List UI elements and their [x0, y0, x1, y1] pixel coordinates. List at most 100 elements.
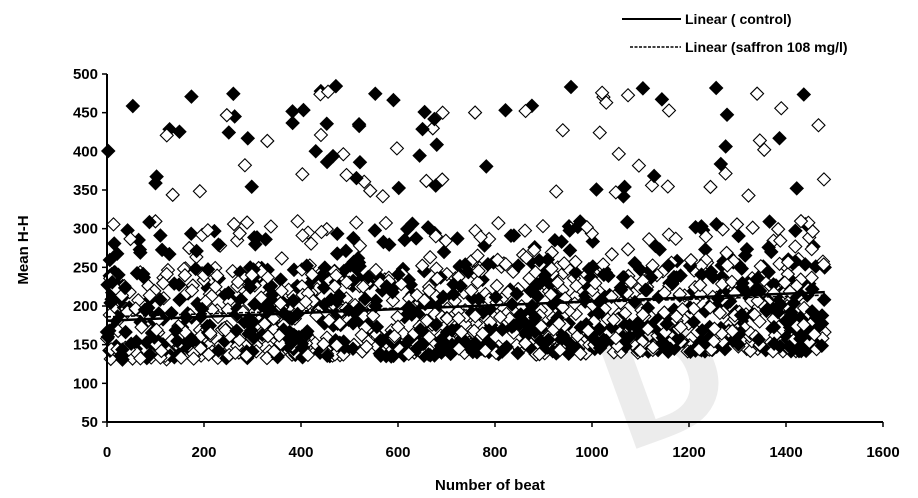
filled-diamond-point [397, 232, 412, 248]
filled-diamond-point [581, 261, 597, 277]
open-diamond-point [592, 125, 608, 140]
filled-diamond-point [686, 314, 701, 330]
filled-diamond-point [498, 102, 513, 118]
open-diamond-point [425, 121, 441, 136]
filled-diamond-point [171, 277, 187, 292]
open-diamond-point [354, 327, 370, 343]
trendline-control [106, 290, 825, 322]
open-diamond-point [633, 343, 648, 359]
open-diamond-point [387, 328, 402, 344]
open-diamond-point [336, 347, 351, 362]
open-diamond-point [209, 268, 225, 283]
open-diamond-point [743, 343, 758, 359]
open-diamond-point [555, 122, 571, 138]
open-diamond-point [304, 267, 320, 282]
filled-diamond-point [351, 118, 367, 134]
open-diamond-point [788, 239, 803, 254]
filled-diamond-point [666, 269, 682, 285]
filled-diamond-point [345, 316, 361, 331]
open-diamond-point [780, 254, 796, 270]
open-diamond-point [263, 219, 279, 234]
open-diamond-point [128, 301, 143, 316]
open-diamond-point [422, 249, 438, 265]
data-points [99, 78, 832, 367]
open-diamond-point [703, 179, 718, 195]
filled-diamond-point [562, 243, 578, 258]
open-diamond-point [569, 278, 584, 294]
open-diamond-point [106, 217, 121, 232]
filled-diamond-point [495, 322, 510, 337]
open-diamond-point [724, 274, 740, 290]
open-diamond-point [173, 350, 189, 365]
legend-label-control: Linear ( control) [685, 11, 792, 27]
open-diamond-point [154, 343, 169, 359]
filled-diamond-point [412, 148, 427, 163]
filled-diamond-point [613, 282, 629, 298]
filled-diamond-point [708, 80, 724, 96]
open-diamond-point [273, 296, 288, 311]
filled-diamond-point [357, 291, 373, 307]
filled-diamond-point [118, 324, 133, 340]
y-tick-label: 500 [73, 66, 98, 83]
open-diamond-point [339, 274, 354, 290]
open-diamond-point [718, 166, 733, 181]
filled-diamond-point [349, 261, 365, 276]
filled-diamond-point [527, 310, 543, 325]
open-diamond-point [518, 103, 533, 119]
open-diamond-point [429, 271, 445, 286]
filled-diamond-point [436, 244, 452, 260]
open-diamond-point [303, 236, 319, 251]
open-diamond-point [620, 242, 636, 257]
filled-diamond-point [221, 285, 236, 301]
open-diamond-point [611, 146, 627, 162]
filled-diamond-point [446, 286, 461, 302]
open-diamond-point [155, 276, 171, 291]
open-diamond-point [274, 251, 290, 266]
filled-diamond-point [759, 302, 774, 318]
filled-diamond-point [185, 333, 201, 349]
filled-diamond-point [136, 270, 152, 285]
filled-diamond-point [671, 331, 686, 346]
open-diamond-point [428, 228, 444, 244]
filled-diamond-point [129, 265, 145, 281]
filled-diamond-point [592, 321, 607, 337]
y-tick-label: 400 [73, 143, 98, 160]
y-tick-label: 150 [73, 337, 98, 354]
open-diamond-point [519, 250, 534, 265]
x-tick-label: 1600 [866, 444, 899, 461]
x-tick-label: 0 [103, 444, 111, 461]
open-diamond-point [401, 346, 416, 362]
filled-diamond-point [413, 322, 428, 337]
open-diamond-point [661, 103, 677, 118]
filled-diamond-point [571, 217, 587, 233]
filled-diamond-point [769, 299, 785, 315]
filled-diamond-point [284, 311, 300, 326]
filled-diamond-point [286, 293, 301, 308]
filled-diamond-point [372, 346, 388, 361]
filled-diamond-point [296, 102, 311, 118]
open-diamond-point [777, 275, 793, 290]
open-diamond-point [796, 317, 812, 333]
filled-diamond-point [284, 335, 299, 351]
filled-diamond-point [772, 339, 788, 354]
open-diamond-point [706, 333, 722, 349]
open-diamond-point [375, 188, 391, 204]
x-tick-label: 1000 [575, 444, 608, 461]
open-diamond-point [500, 285, 516, 300]
filled-diamond-point [184, 89, 199, 104]
open-diamond-point [729, 217, 745, 232]
open-diamond-point [467, 308, 483, 324]
open-diamond-point [517, 223, 533, 238]
open-diamond-point [203, 326, 218, 341]
filled-diamond-point [604, 319, 619, 335]
filled-diamond-point [517, 315, 533, 331]
open-diamond-point [159, 128, 175, 143]
filled-diamond-point [117, 280, 133, 296]
filled-diamond-point [142, 214, 157, 230]
open-diamond-point [385, 293, 401, 308]
filled-diamond-point [480, 257, 496, 272]
open-diamond-point [260, 133, 275, 149]
open-diamond-point [362, 183, 378, 198]
open-diamond-point [414, 258, 430, 273]
filled-diamond-point [511, 258, 526, 273]
